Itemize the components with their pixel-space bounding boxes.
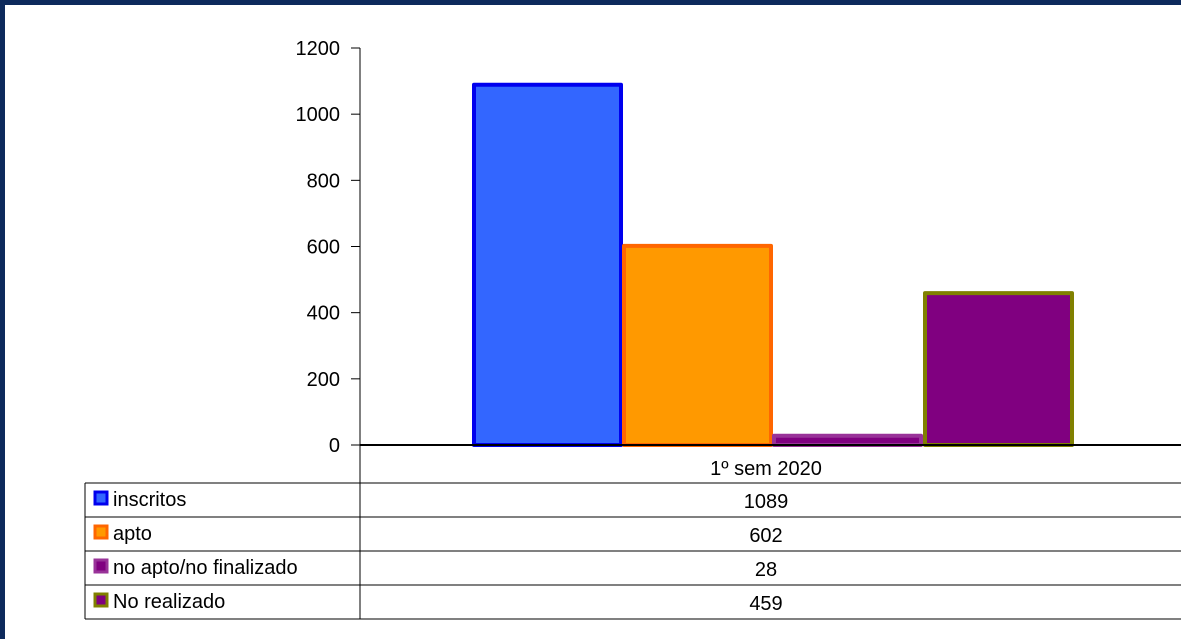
legend-label-inscritos: inscritos [113, 489, 186, 511]
y-tick-label: 0 [329, 435, 340, 457]
legend-label-no-apto-no-finalizado: no apto/no finalizado [113, 557, 298, 579]
value-apto: 602 [749, 525, 782, 547]
legend-key-apto [93, 524, 109, 540]
bar-no-realizado [923, 291, 1074, 447]
y-tick-label: 600 [307, 237, 340, 259]
value-no-apto-no-finalizado: 28 [755, 559, 777, 581]
y-tick-label: 400 [307, 303, 340, 325]
bars [472, 82, 1074, 447]
y-tick-label: 800 [307, 170, 340, 192]
value-inscritos: 1089 [744, 491, 789, 513]
legend-key-no-realizado [93, 592, 109, 608]
chart: 0 200 400 600 800 1000 1200 1º sem 2020 inscrit… [84, 38, 1181, 620]
legend-label-apto: apto [113, 523, 152, 545]
y-tick-label: 1200 [296, 38, 341, 60]
bar-inscritos [472, 82, 623, 447]
y-axis: 0 200 400 600 800 1000 1200 [296, 38, 361, 457]
value-no-realizado: 459 [749, 593, 782, 615]
y-tick-label: 200 [307, 369, 340, 391]
data-table: 1º sem 2020 inscritos 1089 apto 602 no apto/n… [84, 444, 1181, 620]
bar-apto [622, 243, 773, 447]
bar-no-apto-no-finalizado [772, 433, 923, 447]
legend-key-no-apto-no-finalizado [93, 558, 109, 574]
legend-label-no-realizado: No realizado [113, 591, 225, 613]
legend-key-inscritos [93, 490, 109, 506]
y-tick-label: 1000 [296, 104, 341, 126]
category-label: 1º sem 2020 [710, 458, 822, 480]
